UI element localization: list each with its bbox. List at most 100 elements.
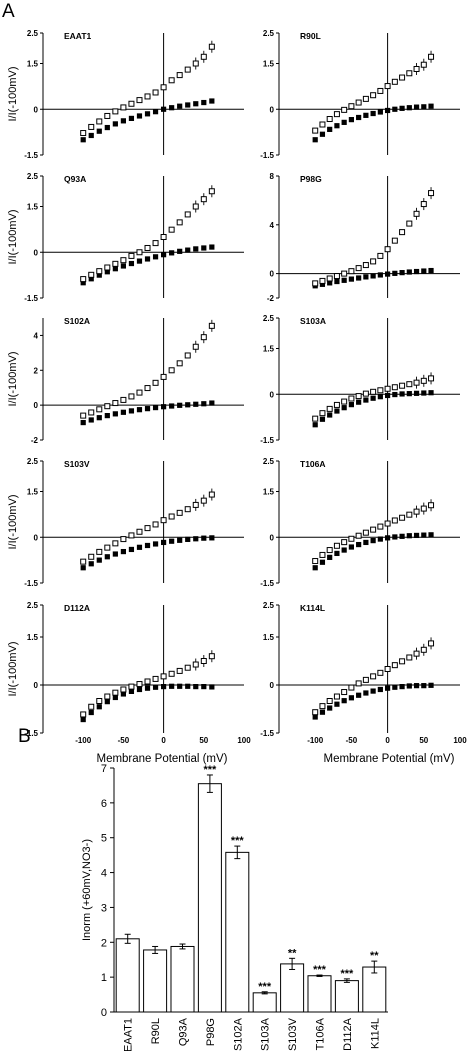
subplot-eaat1-open-point	[136, 97, 143, 104]
subplot-eaat1-open-point	[176, 72, 183, 79]
subplot-s103a-open-point	[399, 382, 406, 389]
subplot-s103v-open-point	[168, 513, 175, 520]
subplot-t106a-open-point	[406, 511, 413, 518]
subplot-s103a-filled-point	[312, 422, 318, 428]
subplot-r90l-open-point	[377, 87, 384, 94]
subplot-p98g-ytick-label: 0	[270, 270, 275, 279]
subplot-s102a-filled-point	[104, 413, 110, 419]
subplot-p98g-filled-point	[341, 277, 347, 283]
subplot-p98g-open-point	[333, 273, 340, 280]
subplot-t106a-filled-point	[370, 538, 376, 544]
subplot-s103v-filled-point	[128, 546, 135, 553]
subplot-eaat1-filled-point	[185, 102, 191, 108]
subplot-s103a-open-point	[428, 375, 435, 382]
subplot-d112a-open-point	[168, 670, 175, 677]
subplot-t106a-filled-point	[406, 533, 412, 539]
subplot-s102a-filled-point	[112, 411, 118, 417]
subplot-s102a-open-point	[80, 412, 87, 419]
subplot-t106a-open-point	[391, 517, 398, 524]
bar-r90l-label: R90L	[150, 1018, 162, 1044]
subplot-eaat1-filled-point	[177, 103, 183, 109]
subplot-t106a-open-point	[319, 551, 326, 558]
subplot-q93a-open-point	[120, 257, 127, 264]
subplot-eaat1-open-point	[128, 100, 135, 107]
subplot-q93a-open-point	[152, 240, 159, 247]
subplot-d112a-filled-point	[177, 683, 183, 689]
subplot-s103a-label: S103A	[300, 316, 326, 326]
panel-a-ylabel: I/I(-100mV)	[7, 66, 19, 121]
subplot-r90l-ytick-label: 2.5	[263, 29, 275, 38]
subplot-s103a-open-point	[355, 393, 362, 400]
subplot-r90l-open-point	[406, 70, 413, 77]
bar-q93a	[170, 945, 195, 1013]
subplot-d112a-open-point	[80, 711, 87, 718]
subplot-d112a-filled-point	[152, 684, 159, 690]
subplot-k114l-xtick-label: -100	[307, 736, 324, 745]
subplot-eaat1-open-point	[88, 123, 95, 130]
subplot-s103v-ytick-label: -1.5	[24, 579, 38, 588]
subplot-d112a-open-point	[152, 675, 159, 682]
subplot-s103v-filled-point	[96, 557, 102, 563]
subplot-t106a-filled-point	[312, 565, 318, 571]
subplot-d112a-xtick-label: -50	[118, 736, 130, 745]
subplot-s103v-filled-point	[193, 536, 199, 542]
subplot-s103v-open-point	[144, 525, 151, 532]
subplot-s102a-filled-point	[161, 404, 167, 410]
subplot-eaat1-filled-point	[161, 106, 167, 112]
subplot-k114l-open-point	[413, 650, 420, 657]
subplot-t106a-ytick-label: 1.5	[263, 488, 275, 497]
subplot-p98g-open-point	[413, 210, 420, 217]
subplot-d112a-open-point	[120, 686, 127, 693]
subplot-q93a-open-point	[200, 196, 207, 203]
subplot-s102a-open-point	[120, 396, 127, 403]
subplot-s103v-open-point	[208, 491, 215, 498]
subplot-p98g-filled-point	[327, 280, 333, 286]
panel-b-ylabel: Inorm (+60mV,NO3-)	[81, 839, 93, 941]
subplot-q93a-open-point	[88, 271, 95, 278]
subplot-s103a-open-point	[406, 381, 413, 388]
subplot-d112a-filled-point	[201, 684, 207, 690]
subplot-d112a-open-point	[112, 689, 119, 696]
subplot-s102a-open-point	[176, 360, 183, 367]
subplot-q93a-open-point	[184, 211, 191, 218]
panel-b-ytick-label: 7	[101, 763, 107, 775]
subplot-r90l-open-point	[348, 103, 355, 110]
subplot-s102a-open-point	[104, 403, 111, 410]
subplot-s103v-filled-point	[209, 535, 215, 541]
subplot-q93a-open-point	[160, 234, 167, 240]
subplot-t106a-filled-point	[327, 554, 333, 560]
subplot-q93a-open-point	[112, 260, 119, 267]
subplot-s102a-filled-point	[193, 401, 199, 407]
subplot-q93a-filled-point	[201, 245, 207, 251]
bar-s103v	[280, 963, 305, 1013]
subplot-s102a-open-point	[136, 389, 143, 396]
subplot-s102a-label: S102A	[64, 316, 90, 326]
subplot-s103a-filled-point	[341, 405, 347, 411]
subplot-d112a-open-point	[104, 693, 111, 700]
subplot-d112a-xtick-label: 0	[161, 736, 166, 745]
subplot-s103a-filled-point	[385, 392, 391, 399]
subplot-s103a-open-point	[362, 390, 369, 397]
subplot-s103a-filled-point	[428, 390, 434, 396]
subplot-q93a-filled-point	[120, 263, 126, 269]
subplot-p98g-filled-point	[421, 268, 427, 274]
subplot-d112a-filled-point	[128, 688, 135, 694]
subplot-eaat1-ytick-label: 2.5	[27, 29, 39, 38]
subplot-s103a-filled-point	[377, 394, 383, 400]
subplot-r90l-filled-point	[413, 104, 420, 110]
subplot-d112a-filled-point	[193, 684, 199, 690]
subplot-q93a-open-point	[96, 268, 103, 275]
subplot-d112a-filled-point	[104, 699, 110, 705]
bar-k114l-significance: **	[370, 950, 379, 962]
subplot-eaat1-open-point	[160, 84, 167, 91]
subplot-p98g-open-point	[384, 246, 391, 253]
subplot-p98g-open-point	[399, 229, 406, 236]
subplot-s103v-open-point	[192, 501, 199, 508]
subplot-t106a-filled-point	[334, 550, 340, 557]
subplot-t106a-open-point	[326, 547, 333, 554]
subplot-eaat1: 2.5 1.5 0 -1.5 EAAT1	[24, 29, 244, 160]
bar-t106a-label: T106A	[315, 1017, 327, 1050]
subplot-s102a-open-point	[96, 406, 103, 413]
subplot-d112a-filled-point	[120, 691, 126, 697]
